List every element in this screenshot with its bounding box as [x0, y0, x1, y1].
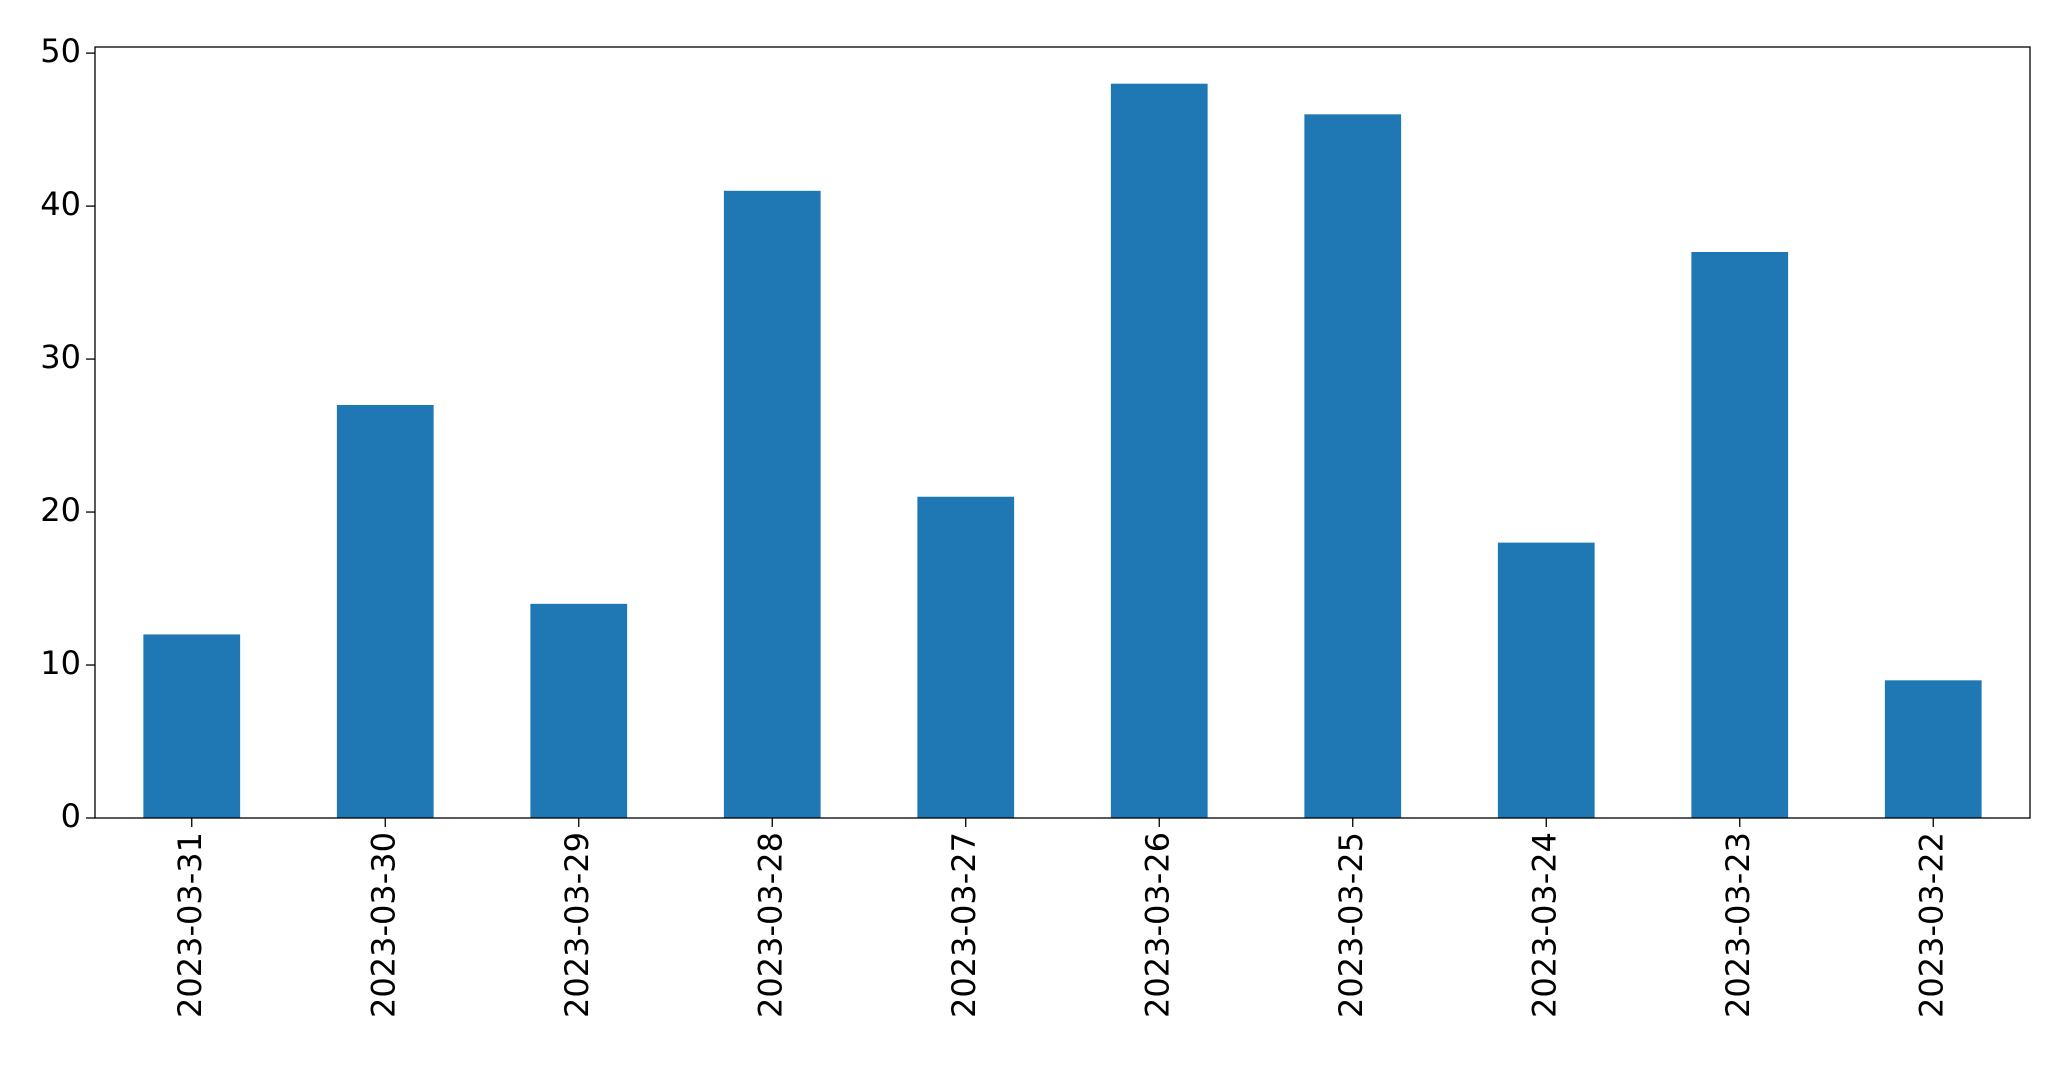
- bar: [336, 404, 434, 818]
- bar: [143, 634, 241, 818]
- bar: [1497, 542, 1595, 818]
- x-tick-label: 2023-03-27: [945, 832, 983, 1018]
- bar: [1884, 680, 1982, 818]
- x-tick-label: 2023-03-23: [1719, 832, 1757, 1018]
- bar: [1110, 83, 1208, 818]
- bar: [917, 496, 1015, 818]
- bar: [723, 190, 821, 819]
- bar: [1304, 114, 1402, 819]
- bar: [530, 603, 628, 818]
- x-tick-label: 2023-03-31: [171, 832, 209, 1018]
- bar: [1691, 251, 1789, 818]
- y-tick-label: 20: [40, 491, 81, 529]
- x-tick-label: 2023-03-26: [1138, 832, 1176, 1018]
- x-tick-label: 2023-03-22: [1912, 832, 1950, 1018]
- plot-frame: [94, 46, 2031, 819]
- x-tick-label: 2023-03-29: [558, 832, 596, 1018]
- y-tick-label: 30: [40, 338, 81, 376]
- x-tick-label: 2023-03-25: [1332, 832, 1370, 1018]
- x-tick-label: 2023-03-30: [364, 832, 402, 1018]
- y-tick-label: 40: [40, 185, 81, 223]
- x-tick-label: 2023-03-24: [1525, 832, 1563, 1018]
- x-tick-label: 2023-03-28: [751, 832, 789, 1018]
- y-tick-label: 50: [40, 32, 81, 70]
- y-tick-label: 10: [40, 644, 81, 682]
- y-tick-label: 0: [61, 797, 81, 835]
